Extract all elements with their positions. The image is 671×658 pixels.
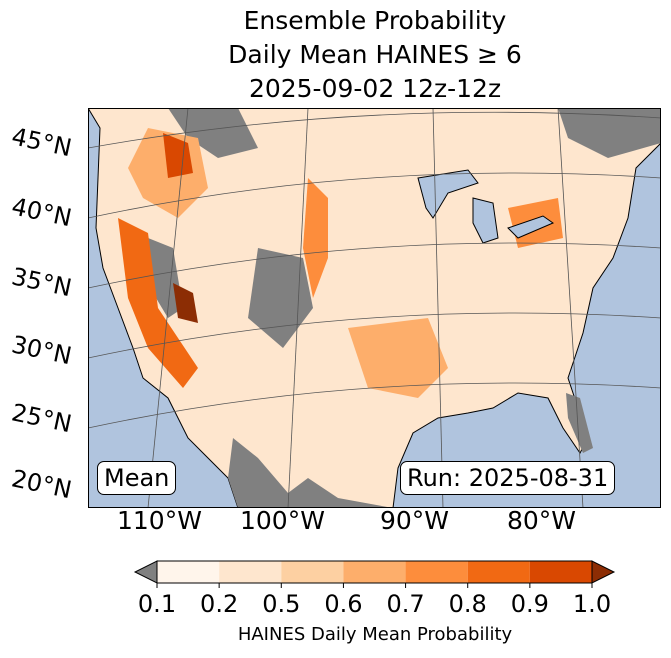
run-label: Run: 2025-08-31	[400, 461, 616, 495]
high-prob-region	[118, 218, 198, 388]
nodata-region	[168, 108, 258, 158]
florida	[566, 393, 593, 453]
nodata-region	[228, 438, 393, 508]
colorbar-under-arrow	[133, 560, 158, 584]
high-prob-region	[163, 133, 193, 178]
colorbar-segment	[219, 561, 282, 583]
high-prob-region	[348, 318, 448, 398]
nodata-region	[558, 108, 661, 158]
colorbar-frame	[156, 560, 593, 584]
colorbar-over-arrow	[591, 560, 616, 584]
map-frame	[88, 108, 661, 508]
colorbar-label: HAINES Daily Mean Probability	[237, 624, 513, 645]
graticule	[88, 108, 661, 508]
lat-label: 25°N	[9, 398, 75, 439]
high-prob-region	[303, 178, 328, 298]
colorbar-tick-label: 0.6	[324, 590, 363, 618]
lat-label: 20°N	[9, 464, 75, 505]
lat-label: 45°N	[9, 122, 75, 163]
title-line-1: Ensemble Probability	[243, 6, 507, 35]
colorbar-tick-label: 0.9	[510, 590, 549, 618]
colorbar-tick-label: 1.0	[572, 590, 612, 618]
colorbar-tick-label: 0.1	[137, 590, 177, 618]
probability-map	[88, 108, 661, 508]
great-lakes	[417, 169, 555, 244]
colorbar-segment	[157, 561, 220, 583]
nodata-region	[248, 248, 313, 348]
mean-label: Mean	[97, 461, 177, 495]
lat-label: 30°N	[9, 330, 75, 371]
colorbar-tick-label: 0.8	[448, 590, 487, 618]
colorbar-segment	[467, 561, 530, 583]
colorbar-segment	[281, 561, 344, 583]
colorbar	[133, 560, 616, 588]
nodata-region	[148, 238, 183, 318]
colorbar-tick-label: 0.2	[200, 590, 239, 618]
lat-label: 40°N	[9, 192, 75, 233]
title-line-2: Daily Mean HAINES ≥ 6	[228, 40, 522, 69]
lon-label: 90°W	[380, 506, 450, 535]
colorbar-segment	[405, 561, 468, 583]
lon-label: 100°W	[240, 506, 325, 535]
colorbar-segment	[529, 561, 592, 583]
colorbar-tick-label: 0.7	[386, 590, 425, 618]
lon-label: 110°W	[117, 506, 202, 535]
title-line-3: 2025-09-02 12z-12z	[248, 74, 502, 103]
lon-label: 80°W	[507, 506, 577, 535]
colorbar-segment	[343, 561, 406, 583]
high-prob-region	[173, 283, 198, 323]
colorbar-tick-label: 0.5	[262, 590, 301, 618]
lat-label: 35°N	[9, 262, 75, 303]
